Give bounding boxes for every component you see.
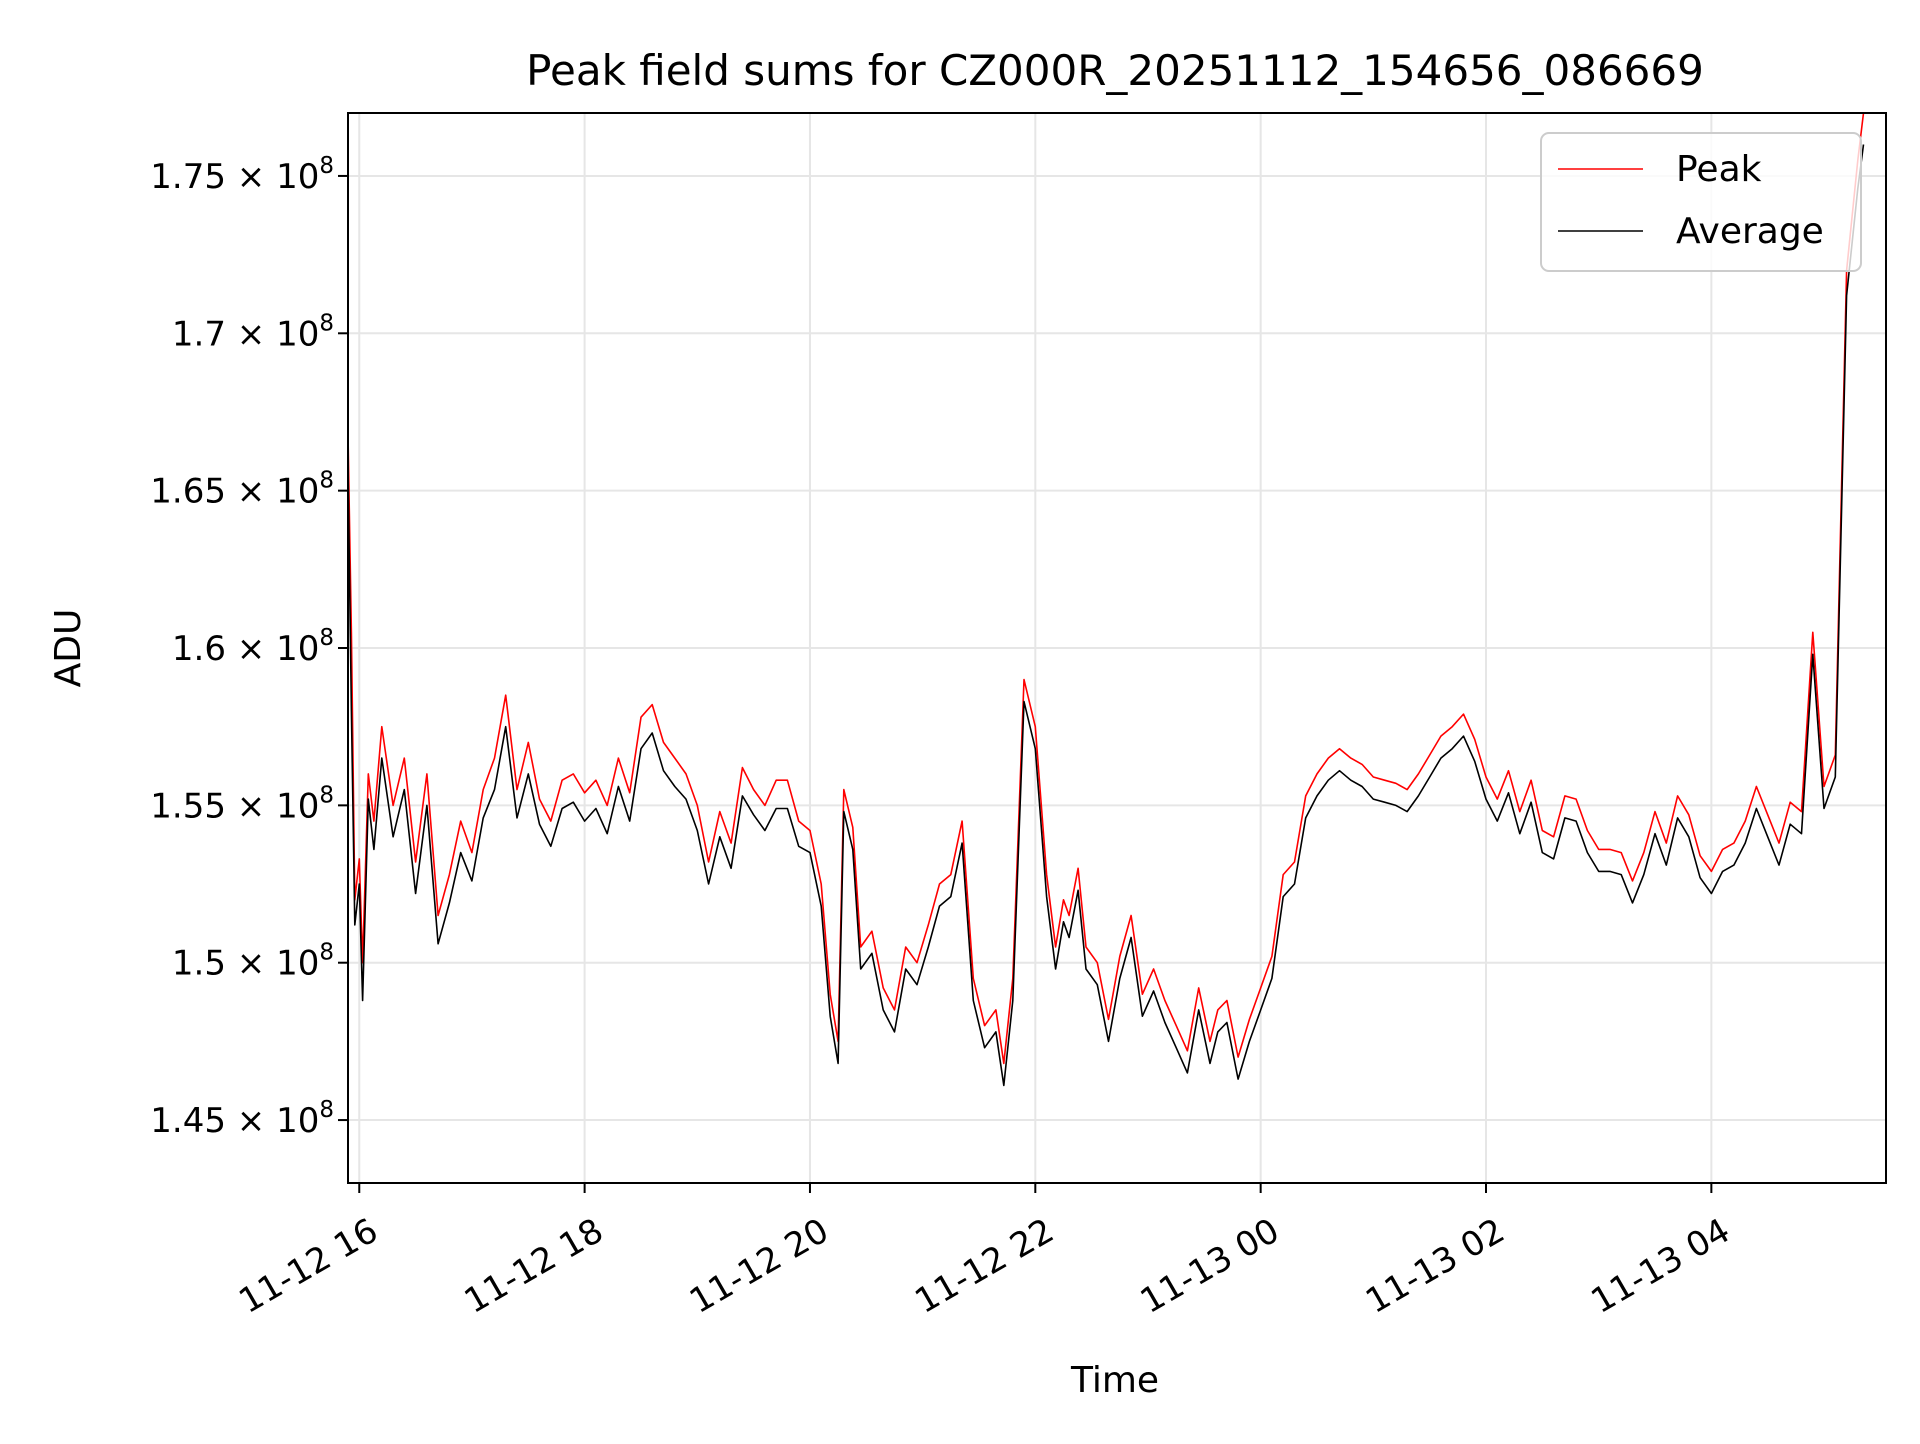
y-tick-times: × 10	[226, 157, 319, 197]
legend-box	[1540, 132, 1862, 272]
series-layer	[348, 113, 1865, 1087]
y-tick-mantissa: 1.6	[172, 629, 226, 669]
y-tick-label: 1.7 × 108	[172, 310, 334, 354]
series-line-average	[348, 144, 1865, 1087]
y-tick-times: × 10	[226, 314, 319, 354]
legend: Peak Average	[1540, 132, 1862, 272]
y-tick-exponent: 8	[319, 1097, 334, 1123]
y-tick-mantissa: 1.75	[150, 157, 226, 197]
y-tick-mantissa: 1.45	[150, 1101, 226, 1141]
y-tick-label: 1.5 × 108	[172, 940, 334, 984]
y-tick-times: × 10	[226, 472, 319, 512]
chart-title: Peak field sums for CZ000R_20251112_1546…	[526, 46, 1704, 95]
y-tick-exponent: 8	[319, 153, 334, 179]
legend-peak-label: Peak	[1676, 149, 1762, 190]
y-tick-exponent: 8	[319, 468, 334, 494]
y-tick-mantissa: 1.65	[150, 472, 226, 512]
y-axis-label: ADU	[48, 609, 89, 688]
series-line-peak	[348, 113, 1865, 1065]
legend-average-label: Average	[1676, 211, 1824, 252]
y-tick-mantissa: 1.7	[172, 314, 226, 354]
y-tick-exponent: 8	[319, 310, 334, 336]
x-axis-label: Time	[1070, 1360, 1159, 1401]
y-tick-label: 1.55 × 108	[150, 782, 334, 826]
y-tick-times: × 10	[226, 944, 319, 984]
y-tick-label: 1.75 × 108	[150, 153, 334, 197]
y-tick-times: × 10	[226, 629, 319, 669]
y-tick-exponent: 8	[319, 940, 334, 966]
y-tick-label: 1.45 × 108	[150, 1097, 334, 1141]
y-tick-times: × 10	[226, 1101, 319, 1141]
y-tick-exponent: 8	[319, 625, 334, 651]
y-tick-exponent: 8	[319, 782, 334, 808]
y-tick-mantissa: 1.5	[172, 944, 226, 984]
y-tick-times: × 10	[226, 786, 319, 826]
y-tick-label: 1.6 × 108	[172, 625, 334, 669]
y-tick-mantissa: 1.55	[150, 786, 226, 826]
y-tick-label: 1.65 × 108	[150, 468, 334, 512]
grid	[348, 113, 1886, 1183]
